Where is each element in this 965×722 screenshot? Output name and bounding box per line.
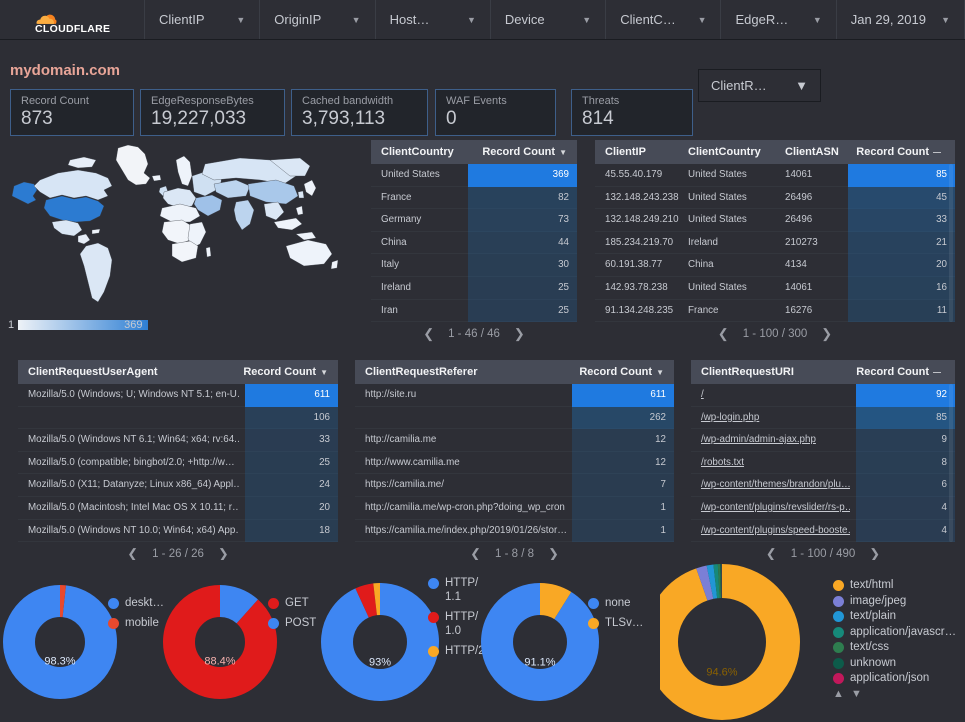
svg-text:88.4%: 88.4%: [204, 656, 235, 668]
svg-text:91.1%: 91.1%: [524, 657, 555, 669]
svg-text:98.3%: 98.3%: [44, 656, 75, 668]
svg-text:94.6%: 94.6%: [706, 667, 737, 679]
svg-text:93%: 93%: [369, 657, 391, 669]
svg-text:CLOUDFLARE: CLOUDFLARE: [35, 23, 110, 35]
